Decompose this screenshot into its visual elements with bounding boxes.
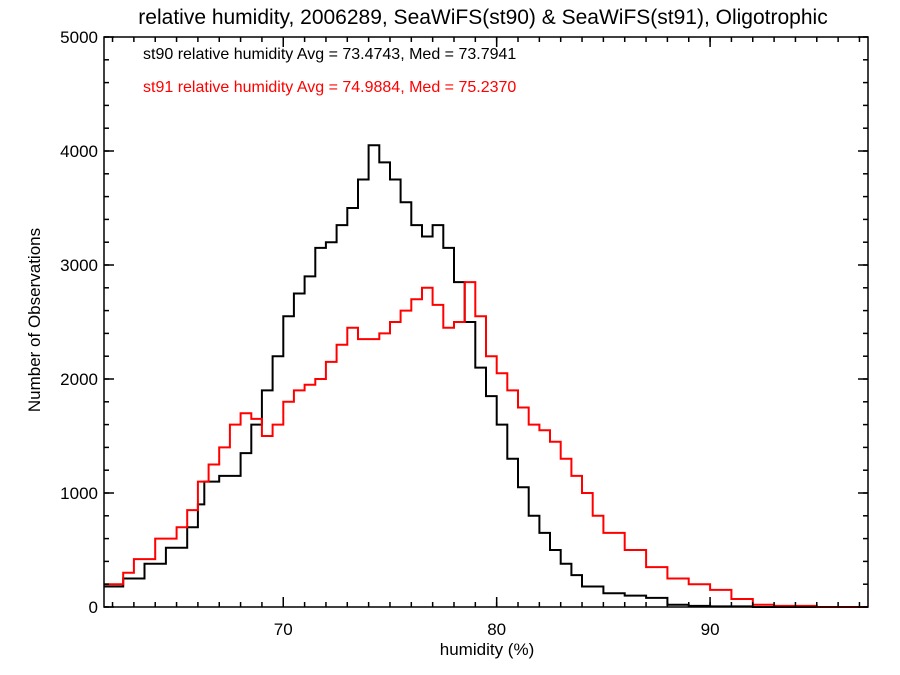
y-tick-label: 0 — [89, 598, 98, 617]
tick-labels-layer: 70 80 90 0 1000 2000 3000 4000 5000 — [60, 28, 719, 639]
x-tick-label: 70 — [274, 620, 293, 639]
y-tick-label: 3000 — [60, 256, 98, 275]
chart-title: relative humidity, 2006289, SeaWiFS(st90… — [138, 6, 827, 29]
y-tick-label: 4000 — [60, 142, 98, 161]
y-tick-label: 5000 — [60, 28, 98, 47]
ticks-layer — [104, 36, 868, 608]
series-line-0 — [104, 144, 868, 608]
x-tick-label: 90 — [701, 620, 720, 639]
plot-frame — [103, 36, 869, 608]
x-tick-label: 80 — [487, 620, 506, 639]
x-axis-label: humidity (%) — [440, 640, 534, 659]
series-line-1 — [104, 281, 868, 608]
legend-entry-st90: st90 relative humidity Avg = 73.4743, Me… — [143, 46, 516, 63]
y-axis-label: Number of Observations — [25, 228, 44, 412]
series-layer — [104, 144, 868, 608]
y-tick-label: 1000 — [60, 484, 98, 503]
y-tick-label: 2000 — [60, 370, 98, 389]
legend-entry-st91: st91 relative humidity Avg = 74.9884, Me… — [143, 79, 516, 96]
